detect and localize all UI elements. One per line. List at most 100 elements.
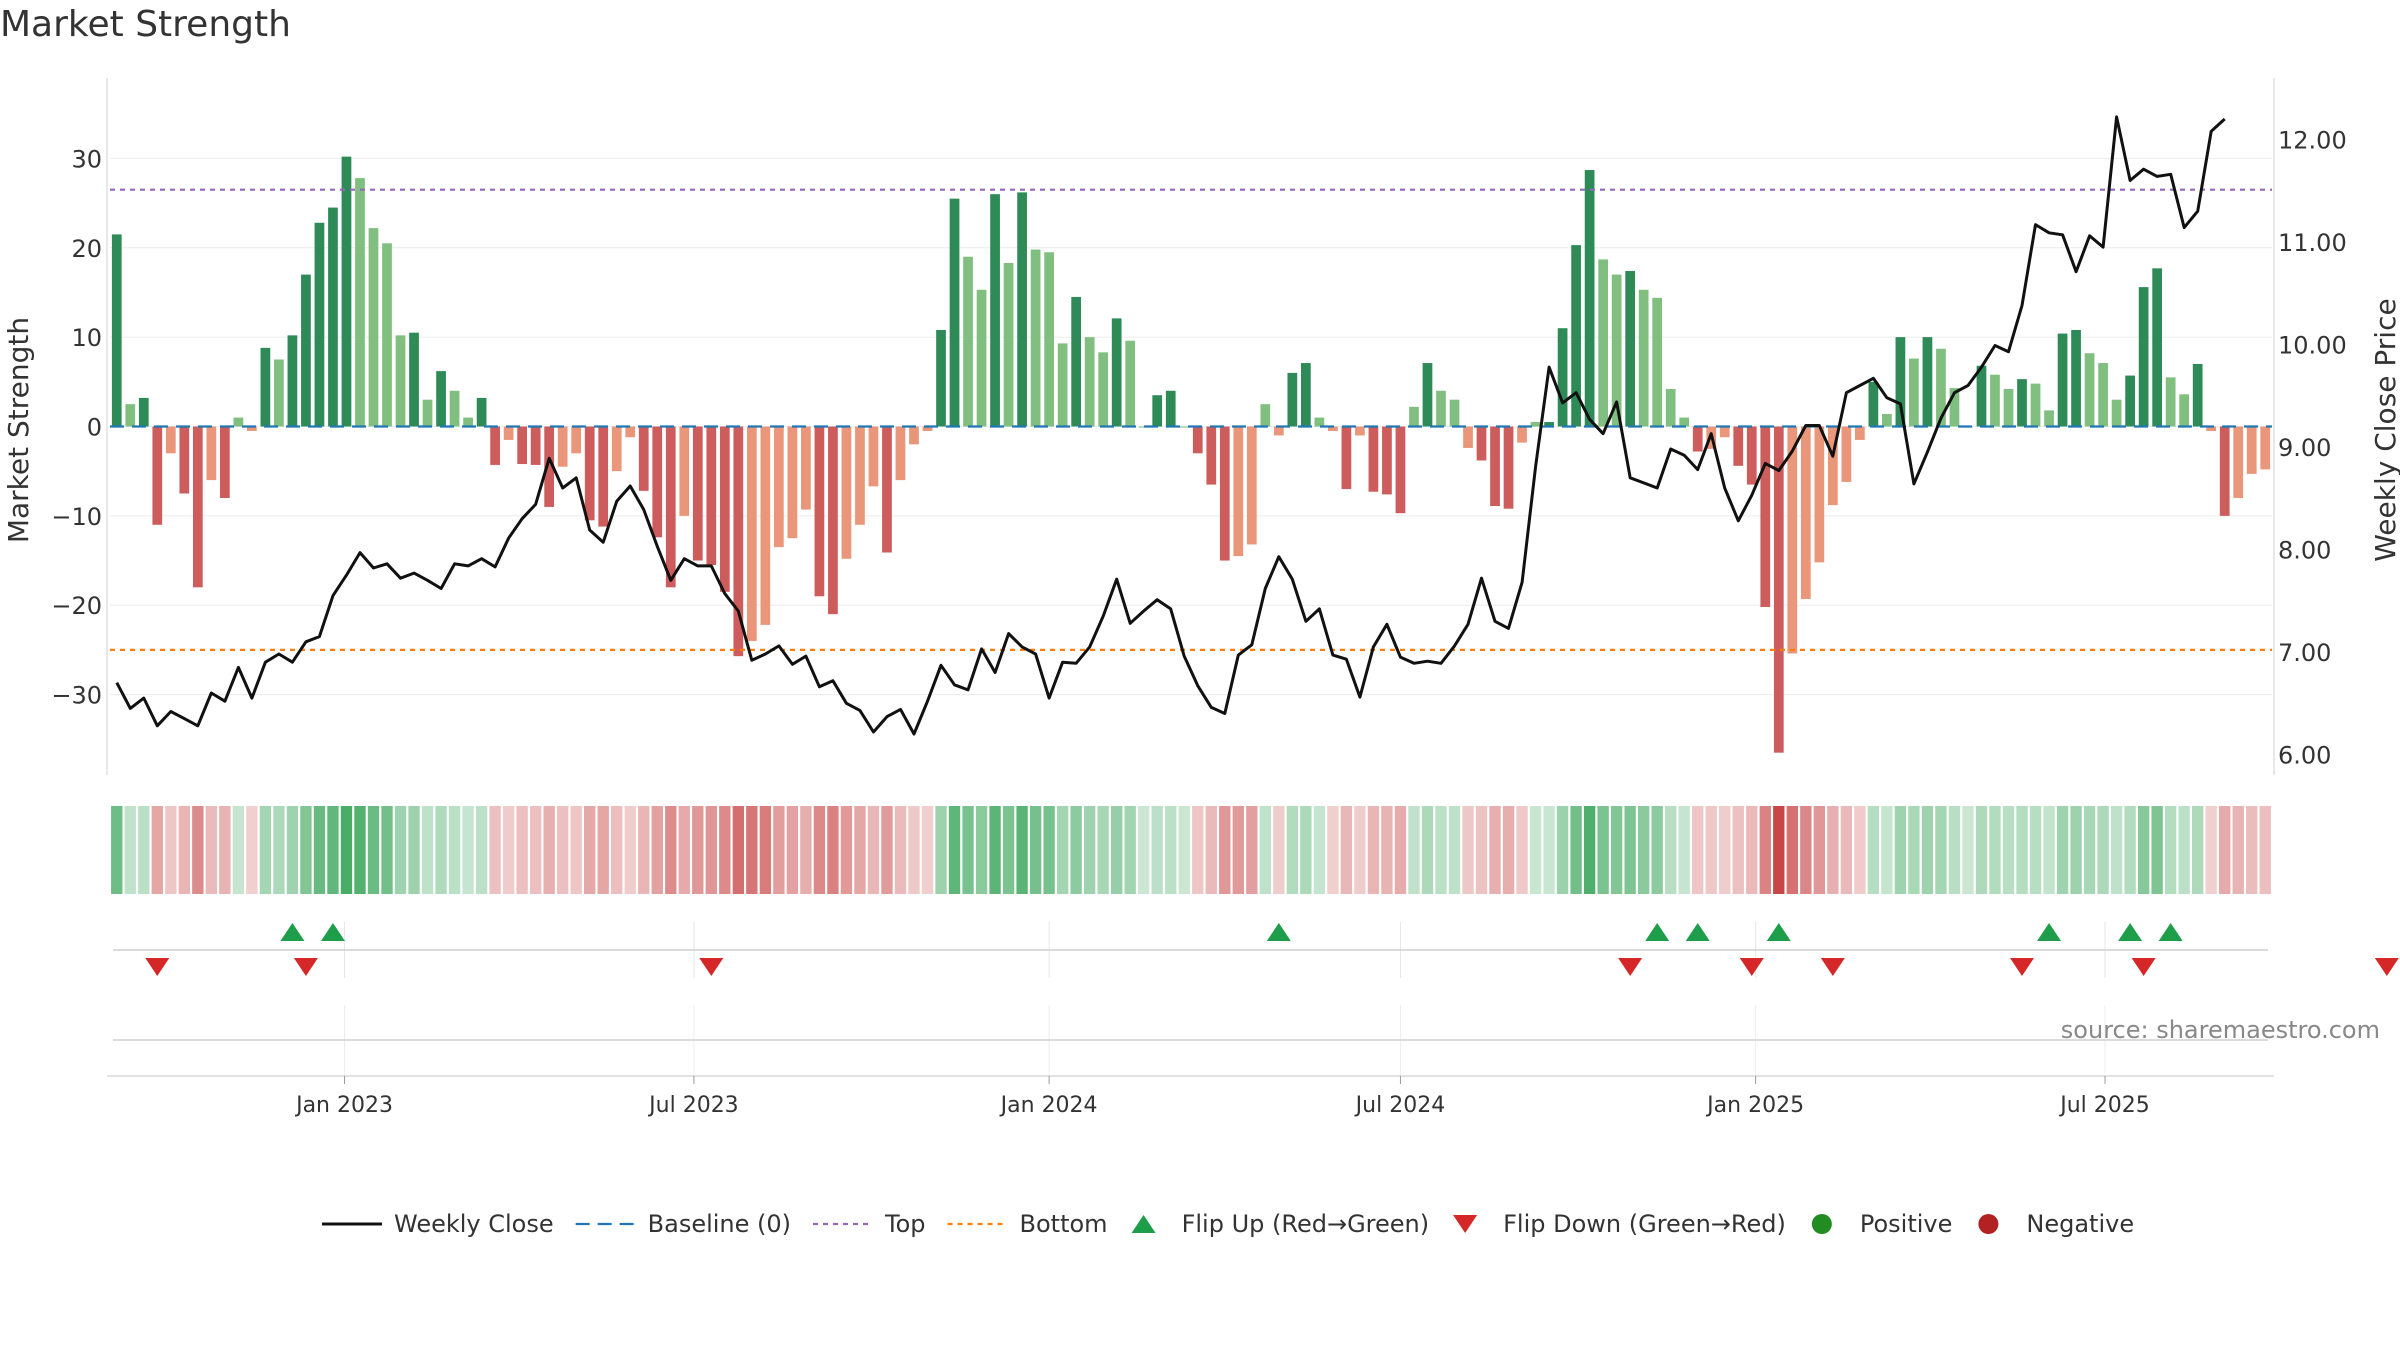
y-tick-label: 10 bbox=[71, 324, 102, 352]
strength-bar bbox=[2152, 268, 2163, 427]
heat-cell bbox=[1246, 806, 1258, 894]
heat-cell bbox=[219, 806, 231, 894]
heat-cell bbox=[1583, 806, 1596, 894]
strength-bar bbox=[1760, 426, 1771, 608]
heat-cell bbox=[1935, 806, 1947, 894]
strength-bar bbox=[1206, 426, 1217, 485]
strength-bar bbox=[1882, 413, 1892, 427]
flip-down-marker bbox=[293, 958, 318, 976]
heat-cell bbox=[1300, 806, 1312, 894]
strength-bar bbox=[1773, 426, 1784, 753]
heat-cell bbox=[1637, 806, 1650, 894]
heat-cell bbox=[151, 806, 163, 894]
strength-bar bbox=[1368, 426, 1379, 492]
strength-bar bbox=[1638, 289, 1649, 427]
strength-bar bbox=[1584, 170, 1595, 427]
heat-cell bbox=[1124, 806, 1136, 894]
heat-cell bbox=[2151, 806, 2163, 894]
heat-cell bbox=[570, 806, 582, 894]
strength-bar bbox=[1936, 348, 1946, 427]
heat-cell bbox=[1448, 806, 1461, 894]
heat-cell bbox=[692, 806, 704, 894]
heat-cell bbox=[854, 806, 866, 894]
x-tick-label: Jan 2024 bbox=[999, 1093, 1098, 1118]
strength-bar bbox=[2125, 375, 2135, 427]
heat-cell bbox=[1502, 806, 1515, 894]
y-tick-label: −10 bbox=[51, 503, 102, 531]
strength-bar bbox=[436, 371, 446, 427]
flip-down-marker bbox=[2010, 958, 2035, 976]
x-tick-label: Jan 2023 bbox=[294, 1093, 393, 1118]
y2-tick-label: 8.00 bbox=[2278, 537, 2331, 565]
heat-cell bbox=[1165, 806, 1177, 894]
heat-cell bbox=[800, 806, 812, 894]
heat-cell bbox=[1178, 806, 1190, 894]
strength-bar bbox=[1138, 426, 1149, 428]
heat-cell bbox=[1367, 806, 1380, 894]
legend-flip-down-label: Flip Down (Green→Red) bbox=[1503, 1210, 1786, 1238]
strength-bar bbox=[1625, 271, 1636, 427]
legend-top-label: Top bbox=[884, 1210, 926, 1238]
strength-bar bbox=[706, 426, 717, 566]
y-tick-label: 0 bbox=[87, 414, 102, 442]
heat-cell bbox=[435, 806, 447, 894]
y2-tick-label: 10.00 bbox=[2278, 332, 2347, 360]
y2-tick-label: 7.00 bbox=[2278, 639, 2331, 667]
heat-cell bbox=[665, 806, 677, 894]
legend-flip-down-marker bbox=[1453, 1215, 1478, 1233]
heat-cell bbox=[232, 806, 245, 894]
heat-cell bbox=[340, 806, 353, 894]
strength-bar bbox=[801, 426, 811, 510]
heat-cell bbox=[908, 806, 920, 894]
strength-bar bbox=[909, 426, 919, 445]
heat-cell bbox=[2178, 806, 2190, 894]
strength-bar bbox=[490, 426, 500, 465]
flip-up-marker bbox=[320, 923, 345, 941]
strength-bar bbox=[1098, 352, 1109, 427]
heat-cell bbox=[1083, 806, 1096, 894]
strength-bar bbox=[1976, 365, 1987, 427]
heat-cell bbox=[1773, 806, 1785, 894]
heat-cell bbox=[192, 806, 204, 894]
strength-bar bbox=[1719, 426, 1730, 438]
heat-cell bbox=[1462, 806, 1474, 894]
flip-up-marker bbox=[2158, 923, 2183, 941]
strength-bar bbox=[679, 426, 690, 516]
heat-cell bbox=[1610, 806, 1623, 894]
heat-cell bbox=[124, 806, 136, 894]
strength-bar bbox=[152, 426, 163, 525]
strength-bar bbox=[1827, 426, 1838, 506]
strength-bar bbox=[395, 335, 406, 427]
strength-bar bbox=[2111, 399, 2122, 427]
legend-bottom-label: Bottom bbox=[1020, 1210, 1108, 1238]
flip-up-marker bbox=[1645, 923, 1670, 941]
heat-cell bbox=[1151, 806, 1163, 894]
heat-cell bbox=[1840, 806, 1853, 894]
strength-bar bbox=[138, 397, 149, 427]
strength-bar bbox=[1557, 328, 1568, 427]
strength-bar bbox=[422, 399, 433, 427]
legend-flip-up-marker bbox=[1131, 1215, 1156, 1233]
strength-bar bbox=[1328, 426, 1338, 431]
heat-cell bbox=[489, 806, 501, 894]
heat-cell bbox=[2219, 806, 2231, 894]
heat-cell bbox=[1516, 806, 1528, 894]
heat-cell bbox=[705, 806, 717, 894]
heat-cell bbox=[1827, 806, 1839, 894]
strength-bar bbox=[1652, 297, 1663, 427]
flip-up-marker bbox=[2118, 923, 2143, 941]
heat-cell bbox=[408, 806, 420, 894]
strength-bar bbox=[192, 426, 203, 588]
y2-tick-label: 6.00 bbox=[2278, 742, 2331, 770]
strength-bar bbox=[544, 426, 555, 507]
heat-cell bbox=[2056, 806, 2069, 894]
heat-cell bbox=[1408, 806, 1420, 894]
strength-bar bbox=[895, 426, 906, 481]
heat-cell bbox=[1597, 806, 1609, 894]
strength-bar bbox=[1800, 426, 1811, 599]
y2-axis-title: Weekly Close Price bbox=[2369, 298, 2400, 561]
heat-cell bbox=[2002, 806, 2015, 894]
strength-bar bbox=[1436, 390, 1446, 427]
heat-cell bbox=[205, 806, 218, 894]
